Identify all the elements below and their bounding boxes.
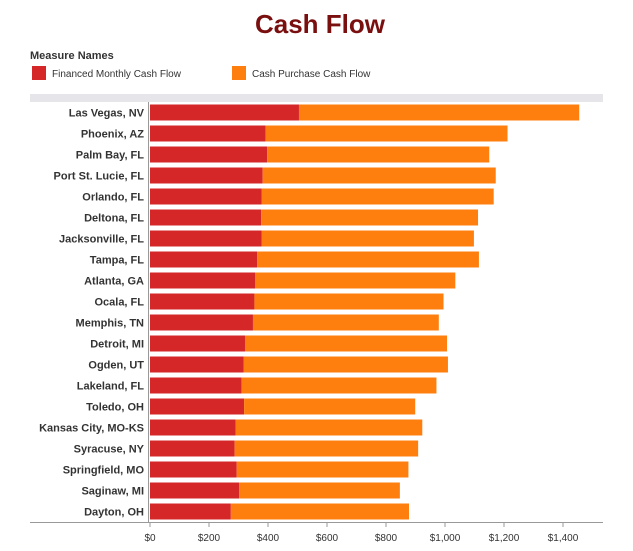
category-label: Port St. Lucie, FL [54, 171, 145, 183]
x-axis-ticks: $0 $200 $400 $600 $800 $1,000 $1,200 $1,400 [144, 522, 579, 544]
legend-swatch-cash [232, 66, 246, 80]
category-label: Jacksonville, FL [59, 234, 144, 246]
category-label: Ocala, FL [94, 297, 144, 309]
bar-financed [150, 104, 299, 121]
bar-cash-purchase [243, 356, 448, 373]
x-tick-label: $800 [375, 533, 398, 544]
bar-cash-purchase [254, 293, 444, 310]
category-label: Dayton, OH [84, 507, 144, 519]
legend-label-cash: Cash Purchase Cash Flow [252, 69, 371, 80]
bar-financed [150, 188, 262, 205]
category-label: Las Vegas, NV [69, 108, 145, 120]
category-label: Phoenix, AZ [81, 129, 144, 141]
bar-financed [150, 230, 262, 247]
bar-cash-purchase [230, 503, 410, 520]
legend-swatch-financed [32, 66, 46, 80]
bar-financed [150, 356, 244, 373]
bar-cash-purchase [298, 104, 580, 121]
bar-financed [150, 398, 245, 415]
category-label: Saginaw, MI [81, 486, 144, 498]
bar-cash-purchase [244, 398, 416, 415]
bars [150, 104, 580, 520]
legend: Financed Monthly Cash Flow Cash Purchase… [32, 66, 371, 80]
category-labels: Las Vegas, NV Phoenix, AZ Palm Bay, FL Port… [39, 108, 145, 519]
category-label: Springfield, MO [63, 465, 145, 477]
bar-cash-purchase [234, 440, 419, 457]
category-label: Syracuse, NY [74, 444, 145, 456]
category-label: Tampa, FL [90, 255, 144, 267]
category-label: Atlanta, GA [84, 276, 144, 288]
bar-cash-purchase [244, 335, 448, 352]
bar-financed [150, 503, 231, 520]
bar-cash-purchase [239, 482, 400, 499]
x-tick-label: $0 [144, 533, 156, 544]
bar-cash-purchase [261, 230, 474, 247]
category-label: Toledo, OH [86, 402, 144, 414]
category-label: Lakeland, FL [77, 381, 145, 393]
bar-cash-purchase [241, 377, 437, 394]
bar-financed [150, 209, 262, 226]
bar-financed [150, 251, 258, 268]
bar-cash-purchase [261, 188, 494, 205]
category-label: Palm Bay, FL [76, 150, 145, 162]
x-tick-label: $400 [257, 533, 280, 544]
chart-title: Cash Flow [255, 9, 386, 39]
x-tick-label: $1,400 [548, 533, 579, 544]
bar-financed [150, 419, 236, 436]
x-tick-label: $1,000 [430, 533, 461, 544]
category-label: Ogden, UT [88, 360, 144, 372]
bar-cash-purchase [235, 419, 423, 436]
bar-cash-purchase [257, 251, 479, 268]
bar-financed [150, 125, 266, 142]
legend-label-financed: Financed Monthly Cash Flow [52, 69, 182, 80]
bar-financed [150, 482, 240, 499]
bar-financed [150, 146, 268, 163]
bar-cash-purchase [255, 272, 456, 289]
bar-financed [150, 440, 235, 457]
category-label: Orlando, FL [82, 192, 144, 204]
bar-cash-purchase [261, 209, 479, 226]
category-label: Memphis, TN [76, 318, 145, 330]
plot-header-band [30, 94, 603, 102]
legend-title: Measure Names [30, 50, 114, 62]
bar-financed [150, 272, 256, 289]
bar-financed [150, 335, 245, 352]
bar-cash-purchase [267, 146, 490, 163]
bar-financed [150, 293, 255, 310]
bar-cash-purchase [262, 167, 496, 184]
bar-cash-purchase [236, 461, 409, 478]
bar-financed [150, 314, 253, 331]
x-tick-label: $1,200 [489, 533, 520, 544]
bar-financed [150, 377, 242, 394]
category-label: Deltona, FL [84, 213, 144, 225]
bar-cash-purchase [265, 125, 508, 142]
bar-financed [150, 461, 237, 478]
x-tick-label: $600 [316, 533, 339, 544]
x-tick-label: $200 [198, 533, 221, 544]
category-label: Kansas City, MO-KS [39, 423, 144, 435]
bar-financed [150, 167, 263, 184]
category-label: Detroit, MI [90, 339, 144, 351]
bar-cash-purchase [252, 314, 439, 331]
